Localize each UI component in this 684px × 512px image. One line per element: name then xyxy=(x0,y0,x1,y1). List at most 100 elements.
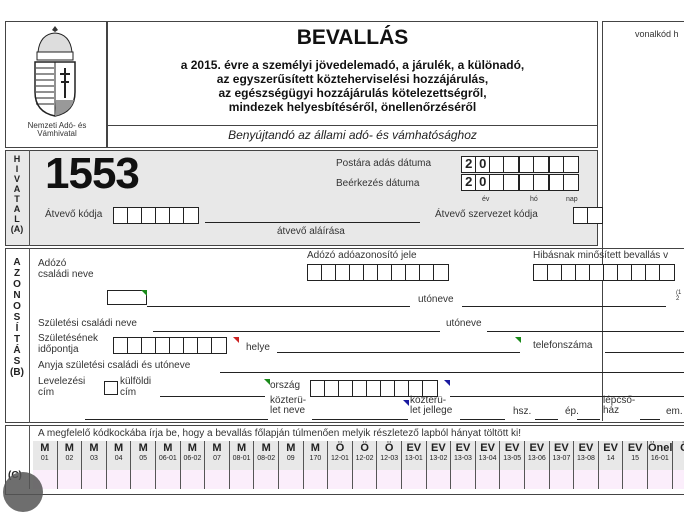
phone-input[interactable] xyxy=(605,352,684,353)
column-header: Ö xyxy=(672,441,684,470)
column-prefix: EV xyxy=(431,442,446,454)
street-name-input[interactable] xyxy=(312,419,408,420)
staircase-label: lépcső-ház xyxy=(603,395,636,416)
column-prefix: Önell xyxy=(648,442,676,454)
street-type-input[interactable] xyxy=(460,419,505,420)
column-code: 13-08 xyxy=(577,455,595,462)
column-header: EV 13-06 xyxy=(525,441,550,470)
first-name-input[interactable] xyxy=(462,306,666,307)
street-type-label: közterü-let jellege xyxy=(410,395,453,416)
column-header: EV 13-05 xyxy=(500,441,525,470)
column-code: 12-02 xyxy=(355,455,374,462)
country-label: ország xyxy=(270,380,301,391)
count-input-cell[interactable] xyxy=(623,470,648,489)
mother-name-label: Anyja születési családi és utóneve xyxy=(38,360,191,371)
count-input-cell[interactable] xyxy=(574,470,599,489)
column-code: 07 xyxy=(213,455,221,462)
count-input-cell[interactable] xyxy=(229,470,255,489)
column-header: EV 15 xyxy=(623,441,648,470)
count-input-cell[interactable] xyxy=(156,470,181,489)
count-input-cell[interactable] xyxy=(205,470,230,489)
foreign-address-checkbox[interactable] xyxy=(104,381,118,395)
column-code: 02 xyxy=(65,455,74,462)
building-input[interactable] xyxy=(577,419,600,420)
count-input-cell[interactable] xyxy=(82,470,107,489)
column-prefix: EV xyxy=(529,442,545,454)
section-c-strip-divider xyxy=(29,425,30,489)
count-input-cell[interactable] xyxy=(328,470,353,489)
count-input-cell[interactable] xyxy=(525,470,550,489)
building-label: ép. xyxy=(565,406,579,417)
green-marker-icon xyxy=(264,379,270,385)
count-input-cell[interactable] xyxy=(426,470,452,489)
column-prefix: M xyxy=(310,442,320,454)
column-code: 16-01 xyxy=(650,455,669,462)
count-input-cell[interactable] xyxy=(648,470,673,489)
birth-first-name-input[interactable] xyxy=(487,331,684,332)
column-prefix: M xyxy=(212,442,222,454)
birth-family-name-input[interactable] xyxy=(153,331,440,332)
column-code: 12-03 xyxy=(380,455,399,462)
day-label: nap xyxy=(566,196,578,203)
form-title: BEVALLÁS xyxy=(296,26,409,49)
barcode-label: vonalkód h xyxy=(635,29,679,39)
column-prefix: M xyxy=(40,442,50,454)
column-header: M 170 xyxy=(303,441,329,470)
faulty-return-field[interactable] xyxy=(533,264,675,281)
receiver-signature-label: átvevő aláírása xyxy=(277,226,345,237)
count-input-cell[interactable] xyxy=(57,470,83,489)
city-input[interactable] xyxy=(85,419,268,420)
family-name-initial-box[interactable] xyxy=(107,290,147,305)
column-header: EV 13-03 xyxy=(451,441,476,470)
birth-place-input[interactable] xyxy=(277,352,520,353)
count-input-cell[interactable] xyxy=(377,470,402,489)
column-prefix: EV xyxy=(603,442,618,454)
receiver-code-field[interactable] xyxy=(113,207,199,224)
street-name-label: közterü-let neve xyxy=(270,395,307,416)
column-prefix: M xyxy=(64,442,74,454)
tax-id-field[interactable] xyxy=(307,264,449,281)
count-input-cell[interactable] xyxy=(402,470,427,489)
column-header: Ö 12-02 xyxy=(352,441,378,470)
overlay-button-icon[interactable] xyxy=(3,472,43,512)
postal-code-line[interactable] xyxy=(450,396,684,397)
count-input-cell[interactable] xyxy=(451,470,476,489)
count-input-cell[interactable] xyxy=(475,470,501,489)
column-header: Ö 12-01 xyxy=(328,441,353,470)
blue-marker-icon xyxy=(403,400,409,406)
mother-name-input[interactable] xyxy=(220,372,684,373)
count-input-cell[interactable] xyxy=(106,470,132,489)
column-header: EV 13-04 xyxy=(475,441,501,470)
receiver-org-label: Átvevő szervezet kódja xyxy=(435,209,538,220)
mail-address-label: Levelezési cím xyxy=(38,376,86,398)
count-input-cell[interactable] xyxy=(549,470,575,489)
foreign-address-input[interactable] xyxy=(160,396,265,397)
section-b xyxy=(5,248,684,423)
house-no-input[interactable] xyxy=(535,419,558,420)
column-header: Önell 16-01 xyxy=(648,441,676,470)
birth-date-field[interactable] xyxy=(113,337,227,354)
count-input-cell[interactable] xyxy=(180,470,206,489)
count-input-cell[interactable] xyxy=(598,470,624,489)
count-input-cell[interactable] xyxy=(279,470,304,489)
count-input-cell[interactable] xyxy=(303,470,329,489)
family-name-input[interactable] xyxy=(147,306,410,307)
phone-label: telefonszáma xyxy=(533,340,593,351)
column-header: M 07 xyxy=(205,441,230,470)
count-input-cell[interactable] xyxy=(672,470,684,489)
country-code-field[interactable] xyxy=(310,380,438,397)
count-input-cell[interactable] xyxy=(254,470,279,489)
column-prefix: EV xyxy=(578,442,594,454)
count-input-cell[interactable] xyxy=(131,470,156,489)
agency-name: Nemzeti Adó- és Vámhivatal xyxy=(27,121,87,138)
count-input-cell[interactable] xyxy=(352,470,378,489)
count-input-cell[interactable] xyxy=(500,470,525,489)
column-prefix: EV xyxy=(406,442,422,454)
column-code: 13-04 xyxy=(478,455,497,462)
staircase-input[interactable] xyxy=(640,419,660,420)
receiver-org-field[interactable] xyxy=(573,207,603,224)
birth-place-label: helye xyxy=(246,342,270,353)
faulty-return-label: Hibásnak minősített bevallás v xyxy=(533,250,669,261)
